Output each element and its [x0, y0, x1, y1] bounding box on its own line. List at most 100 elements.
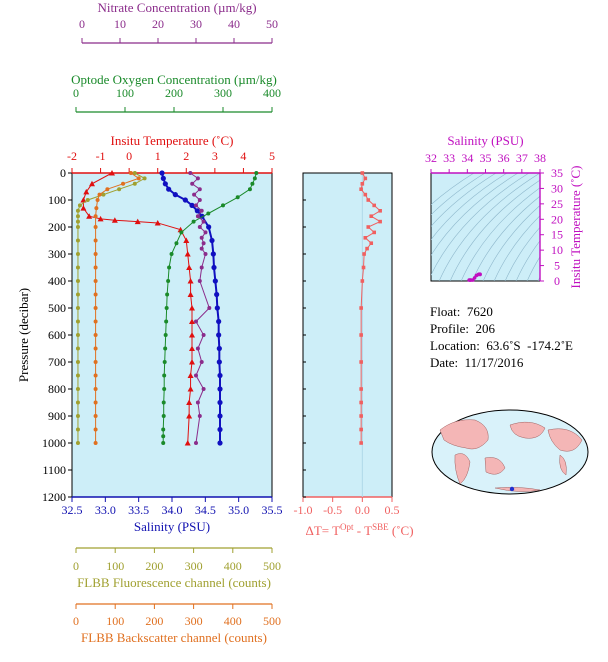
backscatter-tick-label: 400: [224, 614, 242, 628]
delta-t-point: [378, 219, 382, 224]
fluorescence-point: [75, 319, 80, 324]
nitrate-point: [194, 441, 198, 445]
nitrate-point: [203, 230, 208, 235]
nitrate-point: [199, 208, 204, 213]
fluorescence-tick-label: 400: [224, 559, 242, 573]
salinity-point: [211, 264, 217, 271]
float-location-marker: [509, 486, 515, 492]
backscatter-point: [105, 187, 110, 192]
nitrate-series-line: [190, 172, 210, 444]
float-label: Float: 7620: [430, 304, 493, 319]
oxygen-point: [163, 333, 168, 337]
ts-title: Salinity (PSU): [447, 133, 523, 148]
ts-y-tick-label: 20: [551, 212, 563, 226]
oxygen-point: [235, 195, 240, 200]
delta-t-point: [360, 182, 365, 186]
ts-x-tick-label: 37: [516, 151, 528, 165]
fluorescence-point: [117, 187, 122, 192]
delta-t-point: [359, 360, 363, 364]
y-tick-label: 800: [48, 382, 66, 396]
salinity-tick-label: 35.5: [262, 503, 283, 517]
fluorescence-point: [75, 441, 80, 445]
map-land: [547, 428, 583, 452]
oxygen-point: [161, 427, 166, 432]
date-label: Date: 11/17/2016: [430, 355, 524, 370]
oxygen-point: [206, 211, 211, 216]
world-map: [431, 409, 589, 495]
temperature-point: [83, 188, 90, 195]
delta-t-tick-label: 0.5: [385, 503, 400, 517]
delta-t-point: [359, 387, 363, 391]
backscatter-point: [93, 238, 98, 243]
delta-t-point: [363, 192, 368, 197]
ts-isopycnal: [460, 187, 540, 281]
ts-y-tick-label: 15: [551, 228, 563, 242]
salinity-point: [217, 426, 223, 433]
delta-t-point: [363, 176, 368, 181]
nitrate-tick-label: 20: [152, 17, 164, 31]
temperature-point: [187, 372, 194, 378]
ts-point: [478, 272, 482, 277]
temperature-point: [187, 291, 194, 297]
fluorescence-tick-label: 0: [73, 559, 79, 573]
backscatter-point: [95, 198, 100, 202]
main-profile-panel: 0100200300400500600700800900100011001200…: [16, 0, 283, 645]
salinity-point: [217, 399, 223, 406]
oxygen-tick-label: 300: [214, 86, 232, 100]
oxygen-point: [254, 171, 259, 175]
temperature-point: [189, 359, 195, 365]
fluorescence-point: [142, 176, 147, 181]
ts-x-tick-label: 38: [534, 151, 546, 165]
delta-t-point: [366, 198, 371, 202]
backscatter-point: [121, 181, 126, 186]
delta-t-label-part: - T: [354, 523, 373, 538]
oxygen-point: [167, 265, 172, 270]
oxygen-point: [164, 319, 169, 324]
oxygen-point: [162, 373, 167, 378]
oxygen-point: [161, 414, 166, 418]
ts-isopycnal: [471, 195, 540, 281]
ts-x-tick-label: 34: [461, 151, 473, 165]
ts-isopycnal: [431, 173, 475, 206]
temperature-tick-label: -2: [67, 149, 77, 163]
ts-isopycnal: [449, 179, 540, 281]
oxygen-point: [252, 176, 257, 181]
fluorescence-point: [101, 192, 106, 197]
backscatter-point: [93, 252, 98, 256]
salinity-point: [217, 440, 223, 446]
delta-t-point: [359, 414, 363, 418]
y-tick-label: 200: [48, 220, 66, 234]
nitrate-point: [199, 235, 204, 240]
salinity-point: [217, 413, 223, 419]
backscatter-point: [93, 441, 98, 445]
oxygen-point: [250, 181, 255, 186]
ts-y-tick-label: 10: [551, 243, 563, 257]
delta-t-label-part: (˚C): [389, 523, 414, 538]
backscatter-point: [93, 265, 98, 270]
nitrate-point: [207, 306, 212, 310]
backscatter-point: [94, 206, 99, 211]
nitrate-axis-title: Nitrate Concentration (µm/kg): [97, 0, 256, 15]
fluorescence-tick-label: 500: [263, 559, 281, 573]
salinity-point: [216, 345, 222, 352]
backscatter-point: [136, 176, 141, 181]
ts-y-tick-label: 30: [551, 181, 563, 195]
delta-t-point: [362, 252, 366, 256]
oxygen-point: [161, 434, 166, 439]
temperature-point: [134, 218, 141, 225]
temperature-point: [184, 440, 191, 446]
fluorescence-tick-label: 300: [185, 559, 203, 573]
delta-t-point: [359, 441, 363, 445]
y-tick-label: 0: [60, 166, 66, 180]
salinity-tick-label: 32.5: [62, 503, 83, 517]
delta-t-point: [359, 333, 363, 337]
delta-t-point: [363, 236, 368, 240]
y-tick-label: 600: [48, 328, 66, 342]
ts-isopycnal: [431, 173, 530, 276]
fluorescence-tick-label: 200: [145, 559, 163, 573]
backscatter-point: [93, 387, 98, 391]
oxygen-point: [179, 230, 184, 235]
salinity-point: [162, 181, 168, 187]
